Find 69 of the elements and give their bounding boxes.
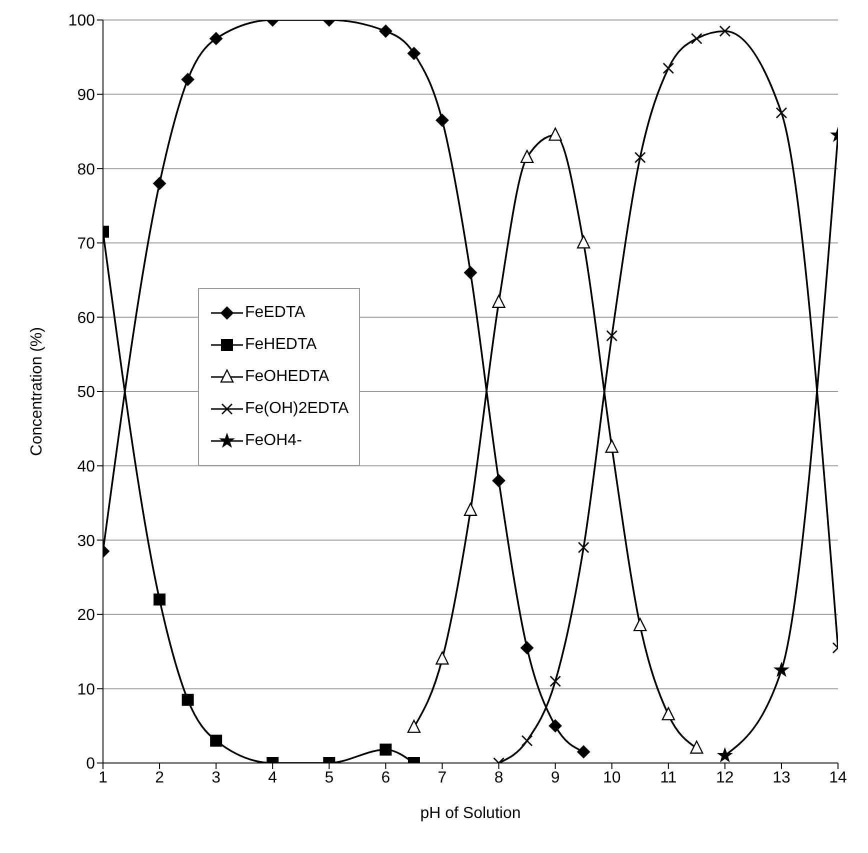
x-tick-label: 5 (324, 769, 334, 786)
point (492, 474, 506, 488)
x-tick-label: 4 (268, 769, 278, 786)
point (774, 662, 789, 676)
y-tick-label: 40 (77, 458, 96, 476)
point (690, 32, 702, 44)
y-tick-label: 30 (77, 532, 96, 550)
point (492, 294, 506, 308)
y-tick-label: 100 (68, 12, 96, 30)
point (662, 707, 675, 720)
point (577, 745, 590, 758)
y-tick-label: 90 (77, 86, 96, 104)
x-tick-label: 13 (772, 769, 790, 786)
point (464, 502, 478, 516)
point (464, 266, 477, 280)
point (717, 748, 732, 762)
x-tick-label: 2 (155, 769, 164, 786)
point (578, 542, 590, 554)
point (379, 24, 392, 38)
legend-label: FeOH4- (245, 432, 302, 450)
point (407, 720, 421, 733)
point (520, 641, 534, 654)
legend-label: Fe(OH)2EDTA (245, 400, 349, 418)
x-tick-label: 8 (494, 769, 504, 786)
point (182, 694, 194, 706)
point (548, 128, 562, 141)
x-tick-label: 7 (438, 769, 447, 786)
legend-label: FeEDTA (245, 304, 306, 322)
x-tick-label: 12 (716, 769, 734, 786)
y-tick-label: 80 (77, 161, 96, 178)
point (634, 618, 647, 632)
point (776, 107, 788, 119)
x-tick-label: 1 (98, 769, 108, 786)
point (436, 114, 449, 127)
legend-label: FeOHEDTA (245, 368, 330, 386)
x-tick-label: 6 (381, 769, 390, 786)
point (548, 719, 562, 732)
point (210, 32, 223, 46)
y-tick-label: 60 (77, 310, 96, 327)
y-tick-label: 10 (77, 681, 96, 698)
y-tick-label: 70 (77, 236, 96, 253)
y-tick-label: 20 (77, 607, 96, 624)
point (576, 235, 590, 248)
point (605, 440, 618, 453)
point (690, 740, 704, 754)
x-tick-label: 10 (602, 769, 621, 786)
point (181, 72, 194, 86)
legend-label: FeHEDTA (245, 336, 317, 354)
x-tick-label: 9 (550, 769, 560, 786)
y-axis-title: Concentration (%) (28, 327, 46, 456)
point (210, 734, 222, 747)
y-tick-label: 0 (86, 756, 96, 773)
point (634, 152, 646, 164)
point (606, 330, 618, 342)
point (662, 62, 674, 74)
x-tick-label: 14 (829, 769, 847, 786)
y-tick-label: 50 (77, 384, 96, 402)
x-tick-label: 3 (212, 769, 221, 786)
x-axis-title: pH of Solution (420, 805, 521, 822)
point (407, 46, 420, 60)
point (520, 150, 534, 164)
point (436, 651, 449, 665)
point (719, 25, 731, 37)
point (153, 176, 166, 190)
point (380, 744, 392, 756)
point (550, 676, 562, 687)
point (154, 594, 166, 606)
point (521, 735, 533, 746)
x-tick-label: 11 (660, 769, 677, 786)
